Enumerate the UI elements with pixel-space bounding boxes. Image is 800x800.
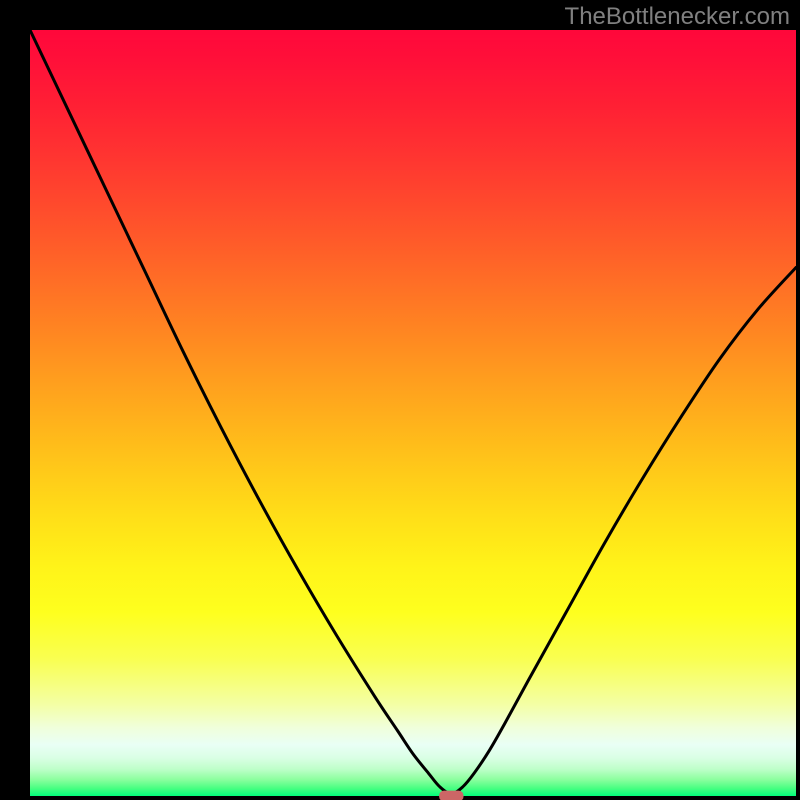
bottleneck-chart: TheBottlenecker.com — [0, 0, 800, 800]
chart-gradient-bg — [30, 30, 796, 796]
attribution-text: TheBottlenecker.com — [565, 3, 790, 30]
chart-svg: TheBottlenecker.com — [0, 0, 800, 800]
optimal-point-marker — [439, 791, 464, 800]
